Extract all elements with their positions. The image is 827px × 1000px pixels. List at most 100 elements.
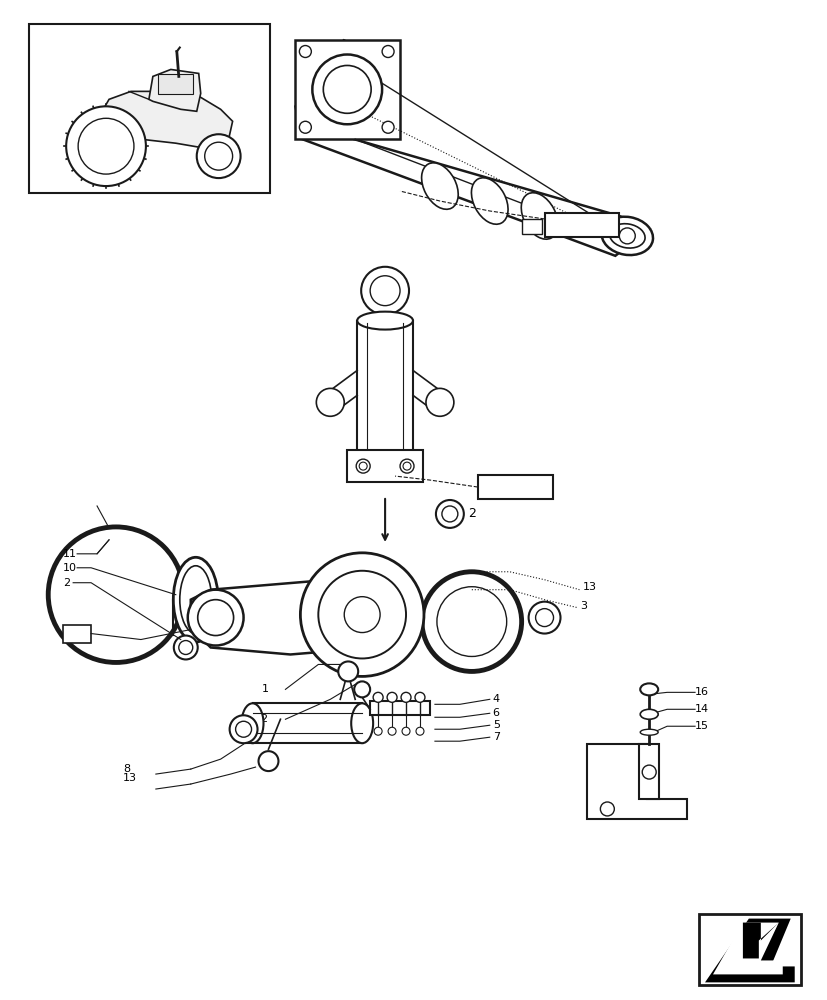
Bar xyxy=(63,625,91,643)
Polygon shape xyxy=(586,744,686,819)
Circle shape xyxy=(258,751,278,771)
Circle shape xyxy=(374,727,381,735)
Circle shape xyxy=(338,661,358,681)
Circle shape xyxy=(316,388,344,416)
Circle shape xyxy=(370,276,399,306)
Ellipse shape xyxy=(601,217,653,255)
Circle shape xyxy=(197,134,241,178)
Bar xyxy=(370,701,429,715)
Text: 2: 2 xyxy=(467,507,476,520)
Ellipse shape xyxy=(179,566,212,634)
Bar xyxy=(698,914,800,985)
Bar xyxy=(544,213,619,237)
Circle shape xyxy=(399,459,414,473)
Text: 2: 2 xyxy=(63,578,70,588)
Circle shape xyxy=(78,118,134,174)
Ellipse shape xyxy=(639,683,657,695)
Circle shape xyxy=(414,692,424,702)
Circle shape xyxy=(299,121,311,133)
Text: 13: 13 xyxy=(581,582,595,592)
Circle shape xyxy=(437,587,506,656)
Circle shape xyxy=(48,527,184,662)
Text: 8: 8 xyxy=(123,764,130,774)
Polygon shape xyxy=(742,923,778,958)
Circle shape xyxy=(198,600,233,636)
Text: 7: 7 xyxy=(492,732,500,742)
Circle shape xyxy=(323,65,370,113)
Text: 16: 16 xyxy=(694,687,708,697)
Text: 15: 15 xyxy=(694,721,708,731)
Text: 13: 13 xyxy=(123,773,136,783)
Ellipse shape xyxy=(471,178,508,224)
Ellipse shape xyxy=(356,312,413,330)
Text: 14: 14 xyxy=(694,704,708,714)
Circle shape xyxy=(435,500,463,528)
Circle shape xyxy=(229,715,257,743)
Text: PAG. 2: PAG. 2 xyxy=(480,481,521,494)
Circle shape xyxy=(354,681,370,697)
Circle shape xyxy=(535,609,553,627)
Circle shape xyxy=(361,267,409,315)
Bar xyxy=(477,475,552,499)
Ellipse shape xyxy=(421,163,457,209)
Ellipse shape xyxy=(521,193,557,239)
Circle shape xyxy=(373,692,383,702)
Bar xyxy=(158,74,193,94)
Bar xyxy=(521,219,541,234)
Circle shape xyxy=(388,727,395,735)
Bar xyxy=(29,24,270,193)
Ellipse shape xyxy=(173,557,218,642)
Text: 3: 3 xyxy=(580,601,586,611)
Text: 12: 12 xyxy=(254,714,268,724)
Circle shape xyxy=(642,765,655,779)
Circle shape xyxy=(415,727,423,735)
Circle shape xyxy=(236,721,251,737)
Circle shape xyxy=(300,553,423,676)
Circle shape xyxy=(188,590,243,646)
Text: 1: 1 xyxy=(261,684,268,694)
Circle shape xyxy=(600,802,614,816)
Circle shape xyxy=(442,506,457,522)
Circle shape xyxy=(179,641,193,654)
Text: 5: 5 xyxy=(492,720,500,730)
Text: 4: 4 xyxy=(492,694,500,704)
Circle shape xyxy=(204,142,232,170)
Circle shape xyxy=(387,692,397,702)
Circle shape xyxy=(344,597,380,633)
Circle shape xyxy=(619,228,634,244)
Bar xyxy=(347,450,423,482)
Circle shape xyxy=(422,572,521,671)
Text: 11: 11 xyxy=(63,549,77,559)
Polygon shape xyxy=(190,580,380,654)
Circle shape xyxy=(356,459,370,473)
Ellipse shape xyxy=(241,703,263,743)
Ellipse shape xyxy=(351,703,373,743)
Circle shape xyxy=(528,602,560,634)
Polygon shape xyxy=(712,923,782,974)
Bar xyxy=(295,40,399,139)
Circle shape xyxy=(318,571,405,658)
Polygon shape xyxy=(704,919,794,982)
Circle shape xyxy=(381,46,394,57)
Circle shape xyxy=(381,121,394,133)
Ellipse shape xyxy=(639,709,657,719)
Circle shape xyxy=(299,46,311,57)
Bar xyxy=(638,744,658,799)
Circle shape xyxy=(174,636,198,659)
Circle shape xyxy=(312,54,381,124)
Polygon shape xyxy=(101,91,232,149)
Text: 10: 10 xyxy=(63,563,77,573)
Circle shape xyxy=(359,462,366,470)
Circle shape xyxy=(425,388,453,416)
Bar xyxy=(252,703,361,743)
Circle shape xyxy=(400,692,410,702)
Text: 9: 9 xyxy=(74,629,80,639)
Ellipse shape xyxy=(639,729,657,735)
Polygon shape xyxy=(149,69,200,111)
Text: 6: 6 xyxy=(492,708,500,718)
Ellipse shape xyxy=(609,224,644,248)
Circle shape xyxy=(66,106,146,186)
Text: PAG. 1: PAG. 1 xyxy=(547,218,587,231)
Polygon shape xyxy=(295,40,648,256)
Circle shape xyxy=(403,462,410,470)
